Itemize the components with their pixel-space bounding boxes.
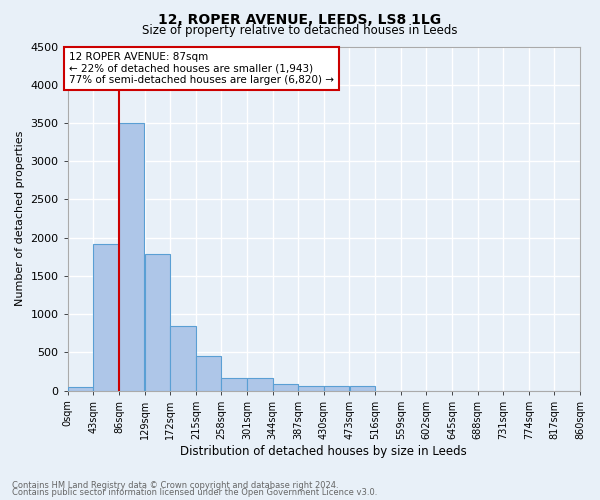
Text: Contains public sector information licensed under the Open Government Licence v3: Contains public sector information licen… <box>12 488 377 497</box>
Bar <box>68 386 93 390</box>
Bar <box>94 244 119 390</box>
X-axis label: Distribution of detached houses by size in Leeds: Distribution of detached houses by size … <box>181 444 467 458</box>
Text: 12 ROPER AVENUE: 87sqm
← 22% of detached houses are smaller (1,943)
77% of semi-: 12 ROPER AVENUE: 87sqm ← 22% of detached… <box>69 52 334 85</box>
Bar <box>221 378 247 390</box>
Bar <box>170 326 196 390</box>
Y-axis label: Number of detached properties: Number of detached properties <box>15 131 25 306</box>
Bar <box>350 386 375 390</box>
Text: Contains HM Land Registry data © Crown copyright and database right 2024.: Contains HM Land Registry data © Crown c… <box>12 480 338 490</box>
Bar <box>145 254 170 390</box>
Text: Size of property relative to detached houses in Leeds: Size of property relative to detached ho… <box>142 24 458 37</box>
Bar <box>298 386 324 390</box>
Bar <box>273 384 298 390</box>
Bar <box>119 123 145 390</box>
Bar <box>247 378 272 390</box>
Bar <box>196 356 221 390</box>
Text: 12, ROPER AVENUE, LEEDS, LS8 1LG: 12, ROPER AVENUE, LEEDS, LS8 1LG <box>158 12 442 26</box>
Bar <box>324 386 349 390</box>
